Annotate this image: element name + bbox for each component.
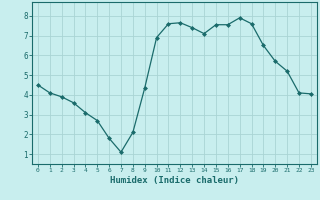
X-axis label: Humidex (Indice chaleur): Humidex (Indice chaleur) [110, 176, 239, 185]
